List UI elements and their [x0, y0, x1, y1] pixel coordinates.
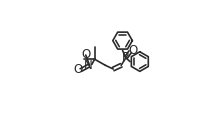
Text: N: N [84, 59, 93, 72]
Text: O: O [128, 44, 138, 57]
Text: O: O [74, 63, 83, 76]
Text: O: O [82, 48, 91, 61]
Text: P: P [121, 51, 128, 64]
